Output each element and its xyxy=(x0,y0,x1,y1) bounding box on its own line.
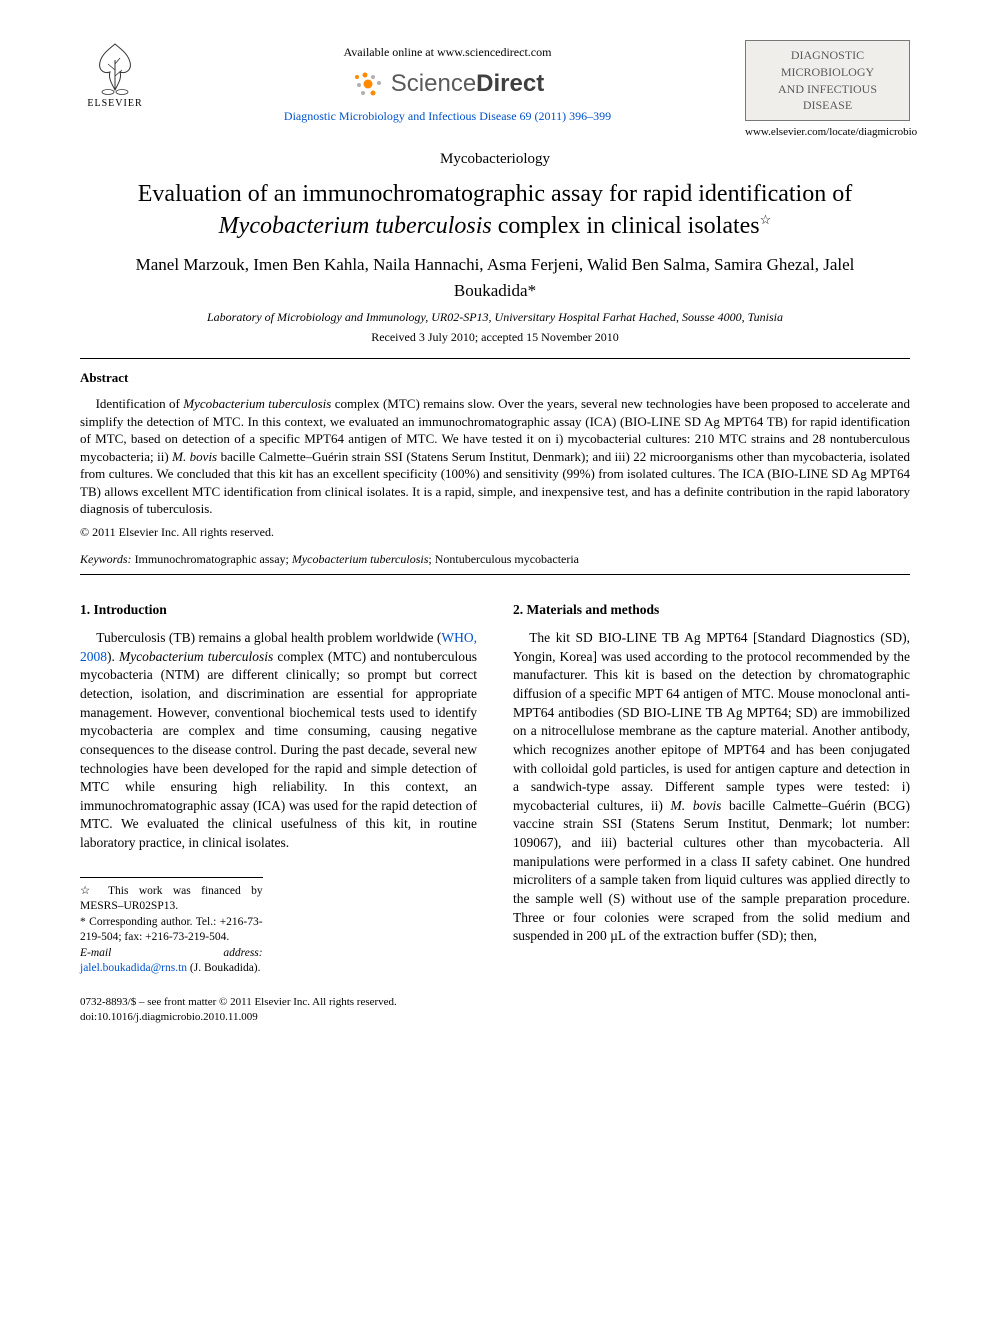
journal-title-box: DIAGNOSTIC MICROBIOLOGY AND INFECTIOUS D… xyxy=(745,40,910,121)
keywords-label: Keywords: xyxy=(80,552,132,566)
footer-copyright: 0732-8893/$ – see front matter © 2011 El… xyxy=(80,995,397,1010)
email-footnote: E-mail address: jalel.boukadida@rns.tn (… xyxy=(80,946,263,977)
intro-heading: 1. Introduction xyxy=(80,601,477,620)
author-email[interactable]: jalel.boukadida@rns.tn xyxy=(80,962,187,974)
elsevier-tree-icon xyxy=(90,40,140,95)
article-title: Evaluation of an immunochromatographic a… xyxy=(80,178,910,243)
methods-heading: 2. Materials and methods xyxy=(513,601,910,620)
authors-list: Manel Marzouk, Imen Ben Kahla, Naila Han… xyxy=(135,252,855,303)
sciencedirect-wordmark: ScienceDirect xyxy=(391,67,544,101)
footer-left: 0732-8893/$ – see front matter © 2011 El… xyxy=(80,995,397,1026)
page-footer: 0732-8893/$ – see front matter © 2011 El… xyxy=(80,995,910,1026)
affiliation: Laboratory of Microbiology and Immunolog… xyxy=(80,309,910,326)
keywords: Keywords: Immunochromatographic assay; M… xyxy=(80,551,910,568)
funding-footnote: ☆ This work was financed by MESRS–UR02SP… xyxy=(80,884,263,915)
footnotes: ☆ This work was financed by MESRS–UR02SP… xyxy=(80,877,263,977)
column-right: 2. Materials and methods The kit SD BIO-… xyxy=(513,601,910,977)
publisher-logo: ELSEVIER xyxy=(80,40,150,120)
available-online-text: Available online at www.sciencedirect.co… xyxy=(150,44,745,61)
title-footnote-star: ☆ xyxy=(760,212,772,227)
abstract-copyright: © 2011 Elsevier Inc. All rights reserved… xyxy=(80,524,910,541)
rule-bottom xyxy=(80,574,910,575)
abstract-heading: Abstract xyxy=(80,369,910,387)
abstract-body: Identification of Mycobacterium tubercul… xyxy=(80,395,910,518)
corresponding-author-footnote: * Corresponding author. Tel.: +216-73-21… xyxy=(80,915,263,946)
journal-reference: Diagnostic Microbiology and Infectious D… xyxy=(150,108,745,125)
header-center: Available online at www.sciencedirect.co… xyxy=(150,40,745,125)
article-dates: Received 3 July 2010; accepted 15 Novemb… xyxy=(80,329,910,346)
rule-top xyxy=(80,358,910,359)
section-label: Mycobacteriology xyxy=(80,149,910,170)
column-left: 1. Introduction Tuberculosis (TB) remain… xyxy=(80,601,477,977)
journal-url: www.elsevier.com/locate/diagmicrobio xyxy=(745,125,910,140)
intro-paragraph: Tuberculosis (TB) remains a global healt… xyxy=(80,629,477,853)
page-header: ELSEVIER Available online at www.science… xyxy=(80,40,910,141)
body-columns: 1. Introduction Tuberculosis (TB) remain… xyxy=(80,601,910,977)
header-right: DIAGNOSTIC MICROBIOLOGY AND INFECTIOUS D… xyxy=(745,40,910,141)
methods-paragraph: The kit SD BIO-LINE TB Ag MPT64 [Standar… xyxy=(513,629,910,946)
publisher-name: ELSEVIER xyxy=(87,97,142,111)
footer-doi: doi:10.1016/j.diagmicrobio.2010.11.009 xyxy=(80,1010,397,1025)
sciencedirect-brand: ScienceDirect xyxy=(150,67,745,101)
sciencedirect-icon xyxy=(351,69,385,99)
